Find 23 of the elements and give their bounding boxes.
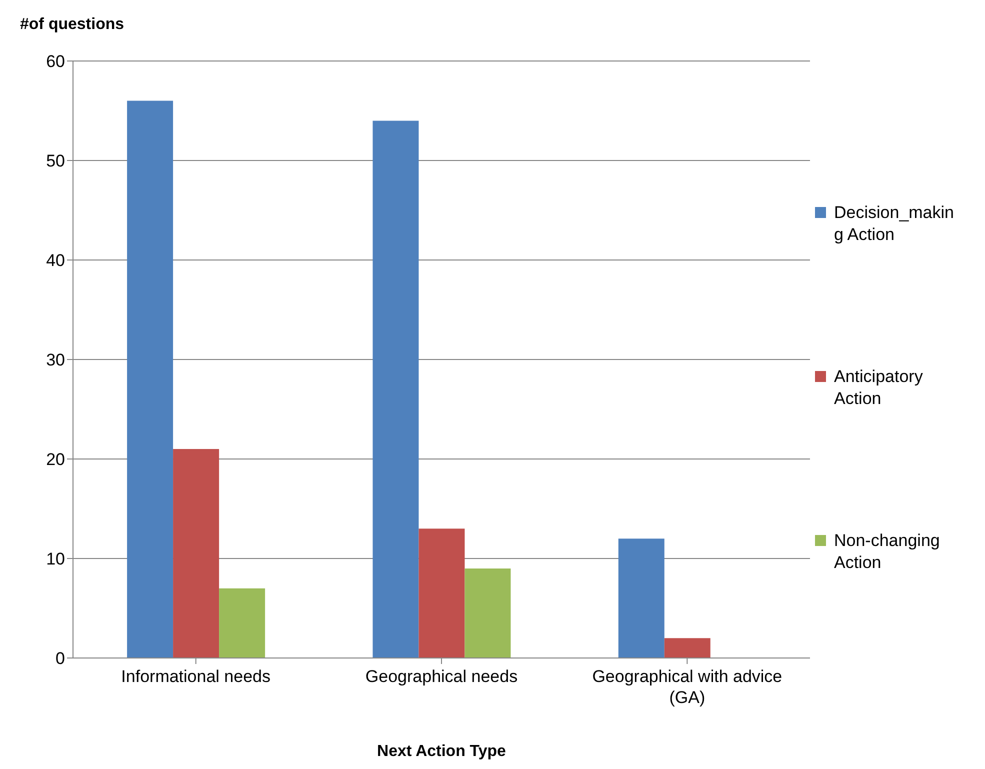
y-tick-label: 50 [46,152,65,171]
y-tick-label: 60 [46,52,65,72]
y-tick-label: 30 [46,350,65,370]
bar [127,100,174,658]
y-tick-label: 40 [46,251,65,270]
y-tick-label: 10 [46,550,65,569]
bar [219,588,266,658]
x-axis-title: Next Action Type [377,743,506,760]
x-tick-label: Geographical with advice (GA) [592,667,782,707]
bar [372,120,419,658]
legend-label: Decision_making Action [834,202,955,246]
y-axis-title: #of questions [20,16,124,34]
x-tick-label: Informational needs [121,667,270,686]
legend-label: Non-changing Action [834,530,941,574]
bar [664,638,710,658]
y-tick-label: 0 [56,649,65,668]
bar [173,449,220,658]
bar [618,538,664,658]
legend-label: Anticipatory Action [834,366,924,410]
bar [464,568,511,658]
bar [418,528,465,658]
y-tick-label: 20 [46,450,65,470]
x-tick-label: Geographical needs [365,667,518,686]
